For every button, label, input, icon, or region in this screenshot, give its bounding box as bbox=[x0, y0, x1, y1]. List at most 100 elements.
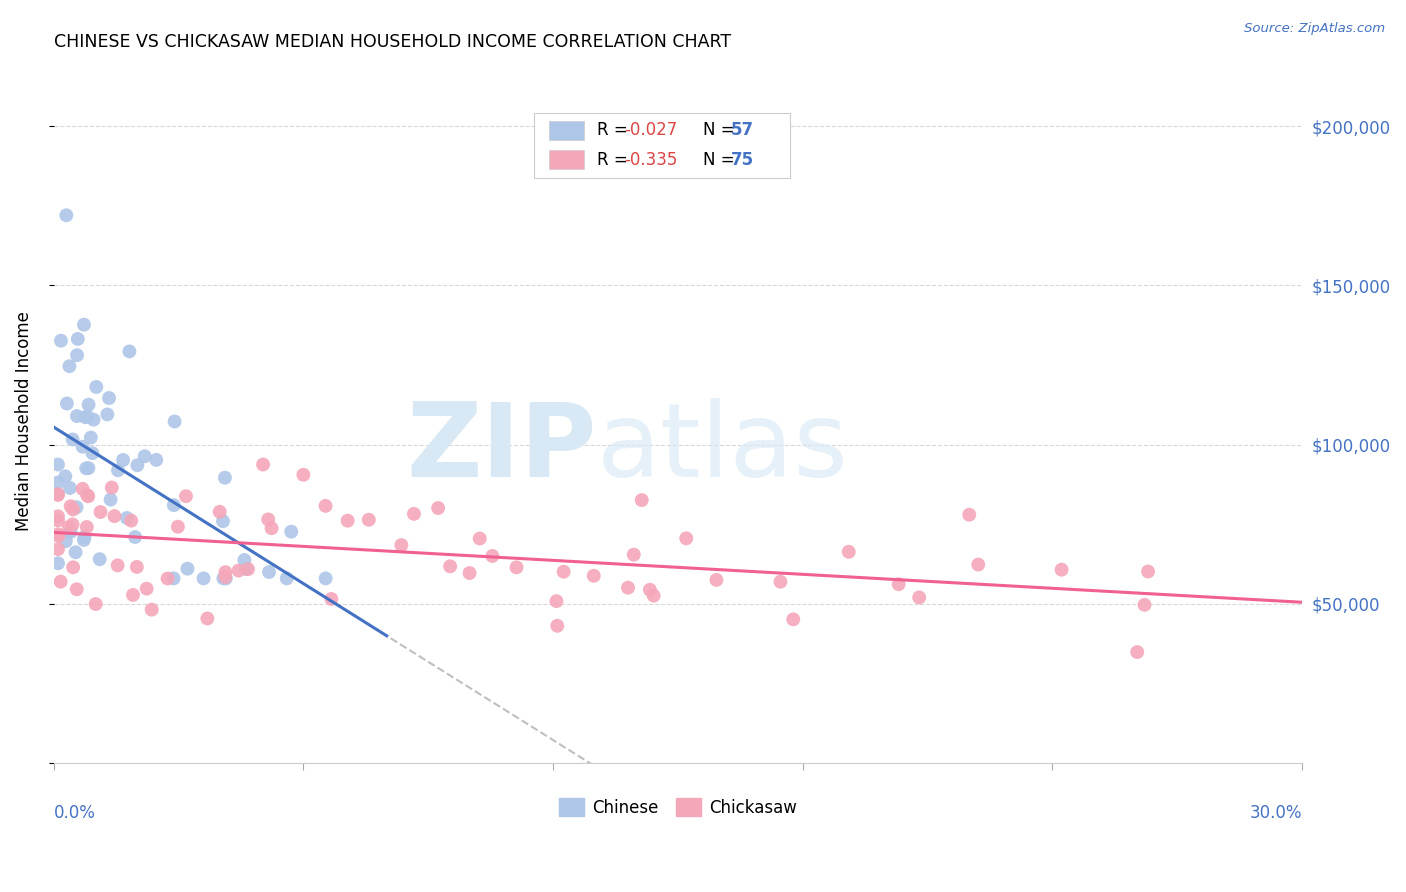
Point bbox=[336, 514, 359, 528]
Point bbox=[56, 396, 79, 410]
Point bbox=[112, 453, 135, 467]
Text: 0.0%: 0.0% bbox=[53, 805, 96, 822]
Point bbox=[49, 574, 72, 589]
Point bbox=[65, 500, 87, 515]
Point bbox=[782, 612, 804, 626]
Point bbox=[546, 619, 568, 633]
Point bbox=[62, 433, 84, 447]
Point bbox=[233, 553, 256, 567]
Point bbox=[389, 538, 412, 552]
Point bbox=[252, 458, 274, 472]
Point bbox=[107, 558, 129, 573]
Point bbox=[125, 560, 148, 574]
Point bbox=[887, 577, 910, 591]
Point bbox=[46, 475, 69, 490]
Point bbox=[638, 582, 661, 597]
Point bbox=[118, 344, 141, 359]
Point bbox=[280, 524, 302, 539]
Point bbox=[134, 449, 156, 463]
Point bbox=[77, 398, 100, 412]
Point bbox=[468, 532, 491, 546]
Point bbox=[553, 565, 575, 579]
Point bbox=[1126, 645, 1149, 659]
Point bbox=[115, 511, 138, 525]
Point bbox=[124, 530, 146, 544]
Point bbox=[66, 409, 89, 423]
Point bbox=[505, 560, 527, 574]
Point bbox=[80, 431, 103, 445]
Point bbox=[193, 571, 215, 585]
Point bbox=[46, 527, 69, 541]
Legend: Chinese, Chickasaw: Chinese, Chickasaw bbox=[553, 792, 803, 823]
Point bbox=[546, 594, 568, 608]
Point bbox=[58, 359, 80, 374]
Point bbox=[53, 469, 76, 483]
Point bbox=[72, 482, 94, 496]
Point bbox=[77, 461, 100, 475]
Point bbox=[73, 533, 96, 547]
Point bbox=[1050, 563, 1073, 577]
Point bbox=[58, 520, 80, 534]
Point bbox=[260, 521, 283, 535]
Point bbox=[62, 560, 84, 574]
Point bbox=[439, 559, 461, 574]
Text: N =: N = bbox=[703, 151, 740, 169]
Point bbox=[73, 530, 96, 544]
Point bbox=[62, 502, 84, 516]
Point bbox=[163, 415, 186, 429]
Point bbox=[643, 589, 665, 603]
Point bbox=[72, 440, 94, 454]
Point bbox=[77, 489, 100, 503]
Point bbox=[236, 562, 259, 576]
Point bbox=[195, 611, 218, 625]
Point bbox=[103, 509, 125, 524]
Point bbox=[55, 534, 77, 549]
Point bbox=[59, 481, 82, 495]
Point bbox=[46, 513, 69, 527]
Text: ZIP: ZIP bbox=[406, 398, 598, 499]
Point bbox=[55, 208, 77, 222]
Point bbox=[212, 571, 235, 585]
Point bbox=[156, 572, 179, 586]
Point bbox=[59, 524, 82, 539]
Point bbox=[46, 458, 69, 472]
Point bbox=[46, 509, 69, 524]
Point bbox=[427, 501, 450, 516]
Point bbox=[73, 318, 96, 332]
Point bbox=[623, 548, 645, 562]
Text: N =: N = bbox=[703, 121, 740, 139]
Point bbox=[46, 542, 69, 557]
Point bbox=[48, 529, 70, 543]
Point bbox=[582, 568, 605, 582]
Point bbox=[107, 463, 129, 477]
Point bbox=[212, 514, 235, 528]
Point bbox=[214, 570, 236, 584]
Point bbox=[84, 597, 107, 611]
Point bbox=[706, 573, 728, 587]
Text: 75: 75 bbox=[731, 151, 754, 169]
Point bbox=[174, 489, 197, 503]
Point bbox=[46, 557, 69, 571]
Point bbox=[83, 412, 105, 426]
Text: -0.335: -0.335 bbox=[624, 151, 678, 169]
Point bbox=[957, 508, 980, 522]
Point bbox=[276, 571, 298, 585]
FancyBboxPatch shape bbox=[550, 150, 585, 169]
Point bbox=[75, 410, 97, 425]
Text: Source: ZipAtlas.com: Source: ZipAtlas.com bbox=[1244, 22, 1385, 36]
Point bbox=[89, 505, 111, 519]
Point bbox=[162, 571, 184, 585]
Point bbox=[967, 558, 990, 572]
Text: atlas: atlas bbox=[598, 398, 849, 499]
Text: -0.027: -0.027 bbox=[624, 121, 678, 139]
Point bbox=[315, 571, 337, 585]
Point bbox=[76, 520, 98, 534]
Point bbox=[135, 582, 157, 596]
Point bbox=[214, 565, 236, 579]
Point bbox=[98, 391, 121, 405]
FancyBboxPatch shape bbox=[534, 112, 790, 178]
Point bbox=[617, 581, 640, 595]
Point bbox=[66, 348, 89, 362]
Point bbox=[315, 499, 337, 513]
Point bbox=[675, 532, 697, 546]
